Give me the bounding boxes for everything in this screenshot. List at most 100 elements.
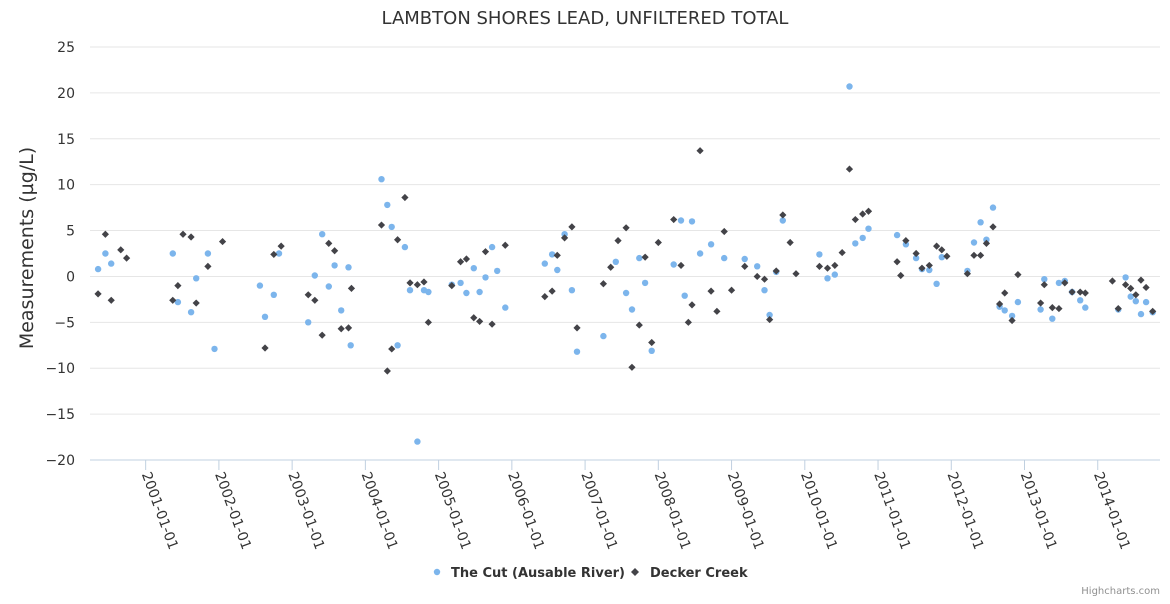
data-point[interactable]	[831, 271, 838, 278]
legend-item-decker-creek[interactable]: Decker Creek	[631, 566, 748, 581]
data-point[interactable]	[684, 318, 692, 326]
data-point[interactable]	[401, 243, 409, 251]
data-point[interactable]	[859, 210, 867, 218]
data-point[interactable]	[753, 272, 761, 281]
data-point[interactable]	[1048, 304, 1056, 312]
data-point[interactable]	[488, 320, 496, 328]
data-point[interactable]	[174, 298, 182, 306]
data-point[interactable]	[573, 348, 581, 355]
data-point[interactable]	[845, 165, 854, 173]
data-point[interactable]	[977, 219, 984, 226]
data-point[interactable]	[654, 238, 662, 247]
data-point[interactable]	[1014, 298, 1022, 306]
data-point[interactable]	[670, 261, 677, 268]
data-point[interactable]	[925, 261, 933, 270]
data-point[interactable]	[912, 254, 920, 262]
data-point[interactable]	[677, 261, 685, 270]
data-point[interactable]	[319, 231, 326, 238]
data-point[interactable]	[270, 250, 278, 259]
data-point[interactable]	[406, 279, 414, 287]
data-point[interactable]	[902, 241, 910, 248]
data-point[interactable]	[897, 271, 905, 280]
data-point[interactable]	[261, 313, 269, 320]
legend-item-the-cut[interactable]: The Cut (Ausable River)	[433, 566, 625, 581]
data-point[interactable]	[688, 301, 696, 309]
data-point[interactable]	[494, 267, 501, 275]
data-point[interactable]	[707, 287, 715, 295]
data-point[interactable]	[766, 311, 773, 319]
data-point[interactable]	[347, 342, 354, 349]
data-point[interactable]	[1114, 304, 1122, 313]
data-point[interactable]	[470, 314, 478, 322]
data-point[interactable]	[325, 239, 333, 248]
data-point[interactable]	[501, 241, 509, 249]
data-point[interactable]	[1121, 281, 1130, 289]
data-point[interactable]	[425, 288, 432, 296]
data-point[interactable]	[548, 251, 556, 258]
data-point[interactable]	[414, 438, 421, 445]
data-point[interactable]	[996, 300, 1004, 308]
data-point[interactable]	[384, 201, 391, 209]
data-point[interactable]	[406, 287, 414, 294]
data-point[interactable]	[970, 251, 978, 259]
data-point[interactable]	[337, 325, 345, 333]
data-point[interactable]	[677, 217, 685, 224]
data-point[interactable]	[311, 296, 319, 304]
data-point[interactable]	[1137, 276, 1145, 284]
data-point[interactable]	[338, 307, 345, 314]
data-point[interactable]	[388, 223, 395, 231]
data-point[interactable]	[982, 239, 991, 248]
data-point[interactable]	[179, 230, 187, 238]
data-point[interactable]	[123, 254, 131, 262]
data-point[interactable]	[831, 261, 839, 270]
data-point[interactable]	[568, 287, 576, 294]
data-point[interactable]	[1040, 281, 1048, 289]
data-point[interactable]	[1082, 304, 1089, 311]
data-point[interactable]	[1008, 316, 1016, 325]
data-point[interactable]	[187, 233, 195, 241]
credits-link[interactable]: Highcharts.com	[1081, 586, 1160, 597]
data-point[interactable]	[696, 147, 704, 155]
data-point[interactable]	[983, 236, 990, 243]
data-point[interactable]	[101, 230, 109, 238]
data-point[interactable]	[325, 283, 332, 290]
data-point[interactable]	[599, 280, 607, 288]
data-point[interactable]	[377, 221, 386, 229]
data-point[interactable]	[893, 231, 901, 239]
data-point[interactable]	[893, 258, 901, 266]
data-point[interactable]	[560, 234, 569, 242]
data-point[interactable]	[772, 267, 780, 275]
data-point[interactable]	[670, 215, 678, 224]
data-point[interactable]	[1122, 274, 1129, 281]
data-point[interactable]	[760, 275, 769, 283]
data-point[interactable]	[481, 248, 490, 256]
data-point[interactable]	[1061, 279, 1069, 287]
data-point[interactable]	[218, 237, 227, 246]
data-point[interactable]	[1068, 288, 1076, 296]
data-point[interactable]	[838, 248, 846, 257]
data-point[interactable]	[304, 291, 312, 299]
data-point[interactable]	[169, 250, 176, 257]
data-point[interactable]	[420, 278, 428, 286]
data-point[interactable]	[1055, 304, 1063, 313]
data-point[interactable]	[851, 215, 859, 224]
data-point[interactable]	[394, 342, 401, 349]
data-point[interactable]	[815, 262, 824, 270]
data-point[interactable]	[912, 249, 920, 258]
data-point[interactable]	[331, 247, 339, 255]
data-point[interactable]	[635, 321, 643, 329]
data-point[interactable]	[636, 254, 643, 262]
data-point[interactable]	[622, 224, 630, 232]
data-point[interactable]	[102, 250, 109, 257]
data-point[interactable]	[614, 237, 622, 245]
data-point[interactable]	[754, 263, 761, 270]
data-point[interactable]	[318, 331, 326, 339]
data-point[interactable]	[648, 338, 656, 347]
data-point[interactable]	[378, 176, 385, 183]
data-point[interactable]	[476, 288, 483, 296]
data-point[interactable]	[345, 264, 352, 271]
data-point[interactable]	[918, 264, 926, 272]
data-point[interactable]	[902, 237, 910, 245]
data-point[interactable]	[761, 287, 768, 294]
data-point[interactable]	[824, 275, 831, 282]
